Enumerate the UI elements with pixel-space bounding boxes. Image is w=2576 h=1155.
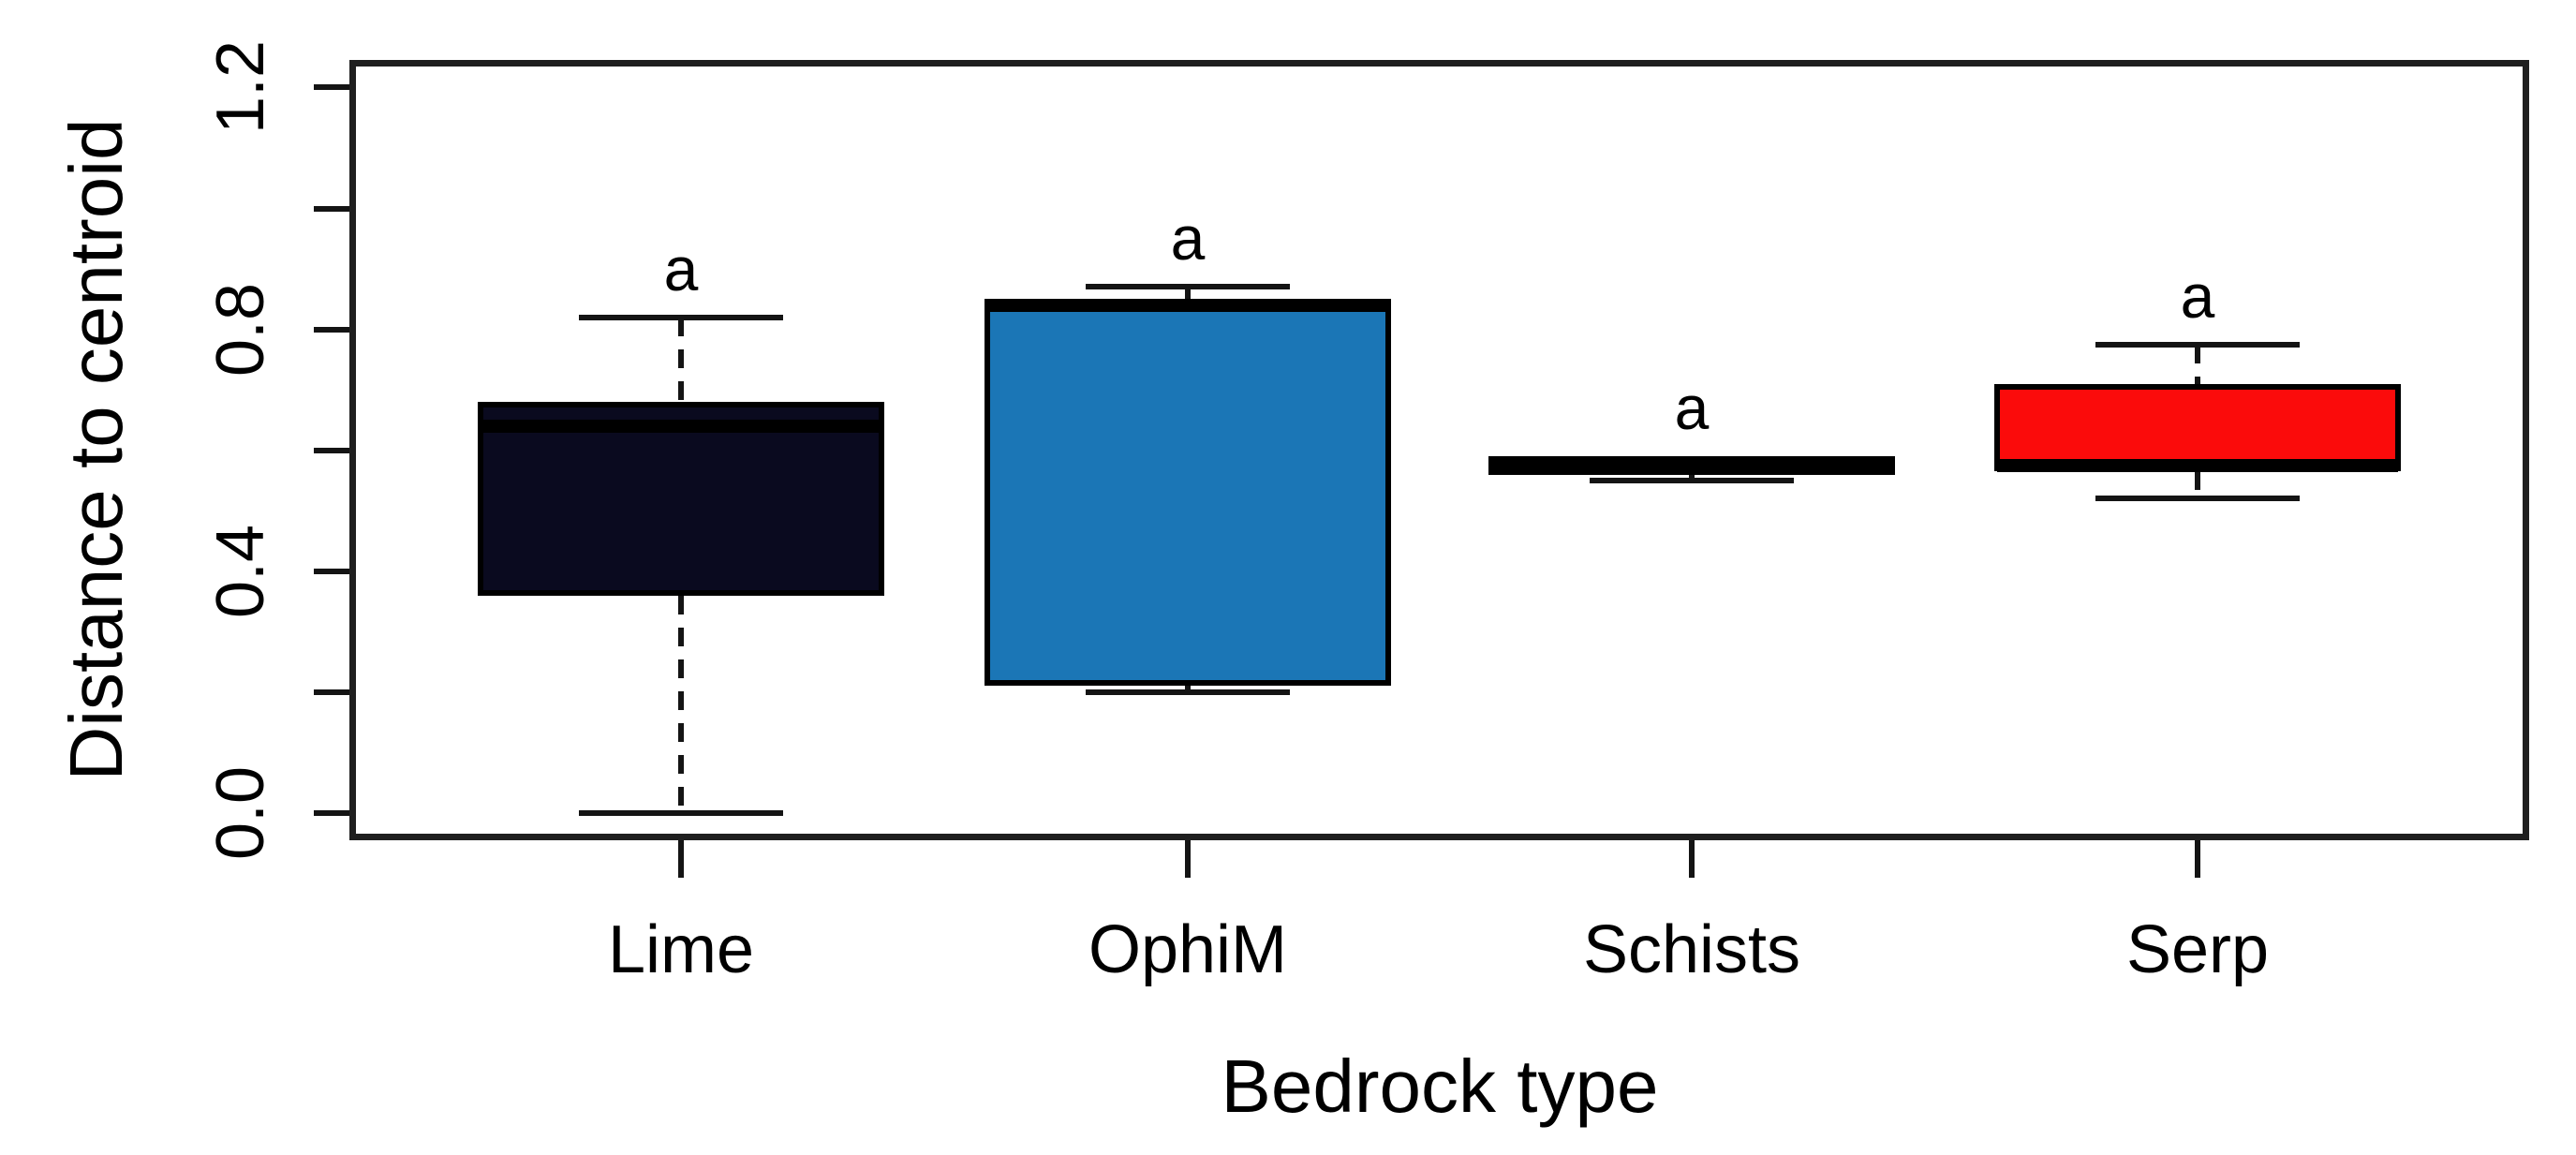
whisker-upper-serp	[2195, 345, 2200, 384]
x-tick-serp	[2195, 840, 2200, 878]
y-tick-0.8	[314, 327, 349, 333]
whisker-cap-lower-ophim	[1086, 689, 1290, 695]
y-tick-0.6	[314, 448, 349, 453]
x-axis-title: Bedrock type	[1221, 1044, 1659, 1128]
sig-letter-lime: a	[663, 234, 699, 304]
x-label-lime: Lime	[607, 912, 755, 987]
y-tick-1	[314, 206, 349, 212]
whisker-lower-lime	[678, 596, 684, 813]
y-tick-label-0.0: 0.0	[203, 765, 278, 861]
sig-letter-schists: a	[1674, 373, 1710, 442]
y-tick-label-0.8: 0.8	[203, 282, 278, 378]
whisker-upper-lime	[678, 318, 684, 402]
box-ophim	[985, 299, 1391, 686]
sig-letter-ophim: a	[1170, 203, 1206, 273]
y-tick-label-0.4: 0.4	[203, 524, 278, 619]
median-serp	[1997, 459, 2398, 472]
whisker-lower-serp	[2195, 471, 2200, 498]
y-tick-label-1.2: 1.2	[203, 39, 278, 135]
median-ophim	[987, 299, 1388, 312]
whisker-cap-upper-serp	[2095, 342, 2300, 348]
y-tick-1.2	[314, 84, 349, 90]
whisker-lower-ophim	[1185, 686, 1191, 692]
y-tick-0.4	[314, 569, 349, 574]
median-schists	[1491, 459, 1892, 472]
whisker-cap-lower-lime	[579, 810, 783, 816]
x-label-schists: Schists	[1582, 912, 1801, 987]
x-tick-schists	[1689, 840, 1695, 878]
y-axis-title: Distance to centroid	[54, 118, 138, 781]
whisker-cap-upper-ophim	[1086, 284, 1290, 289]
whisker-upper-ophim	[1185, 287, 1191, 299]
y-tick-0.2	[314, 689, 349, 695]
x-label-serp: Serp	[2125, 912, 2270, 987]
x-tick-ophim	[1185, 840, 1191, 878]
whisker-cap-lower-schists	[1590, 478, 1794, 483]
median-lime	[481, 420, 881, 433]
whisker-cap-upper-lime	[579, 315, 783, 320]
box-lime	[478, 402, 884, 596]
plot-frame	[349, 60, 2529, 840]
sig-letter-serp: a	[2180, 261, 2215, 331]
x-label-ophim: OphiM	[1088, 912, 1288, 987]
y-tick-0	[314, 810, 349, 816]
whisker-cap-lower-serp	[2095, 496, 2300, 501]
x-tick-lime	[678, 840, 684, 878]
